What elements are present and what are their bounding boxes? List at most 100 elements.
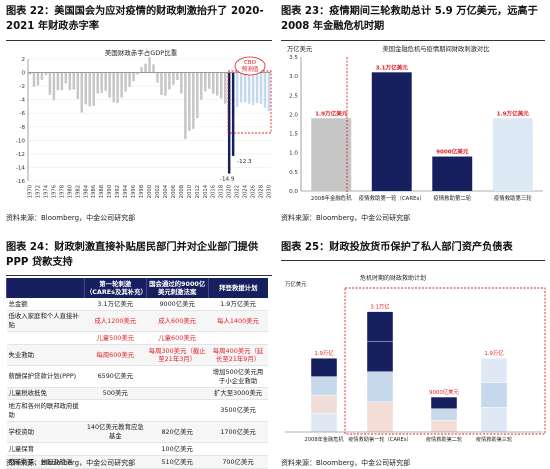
table-cell: 700亿美元	[208, 455, 268, 469]
x-tick-label: 1972	[35, 185, 41, 198]
x-tick-label: 2008年金融危机	[304, 435, 344, 443]
bar-2028	[259, 72, 263, 104]
bar-1982	[76, 72, 80, 99]
y-tick-label: 3.0	[289, 74, 298, 80]
table-header: 国会通过的9000亿美元刺激法案	[145, 278, 209, 298]
bar	[311, 118, 352, 191]
table-row: 低收入家庭和个人直接补贴 成人1200美元 成人600美元 每人1400美元	[6, 310, 268, 333]
bar-2012	[196, 72, 199, 118]
bar-1994	[124, 72, 127, 92]
y-tick-label: 0	[21, 71, 25, 77]
svg-text:预测值: 预测值	[242, 65, 259, 73]
bar-2017	[215, 72, 219, 96]
x-tick-label: 1982	[75, 185, 81, 198]
x-tick-label: 疫情救助第一轮（CAREs）	[348, 435, 411, 443]
y-tick-label: 2.0	[289, 112, 298, 118]
stack-segment	[430, 420, 458, 433]
table-cell: 成人600美元	[146, 310, 209, 333]
figure-22: 图表 22：美国国会为应对疫情的财政刺激抬升了 2020-2021 年财政赤字率…	[6, 4, 274, 226]
figure-24: 图表 24：财政刺激直接补贴居民部门并对企业部门提供 PPP 贷款支持 第一轮刺…	[6, 240, 274, 469]
table-row: 疫苗购买、分配及检测 510亿美元 700亿美元	[6, 455, 268, 469]
x-tick-label: 2002	[155, 185, 161, 198]
y-tick-label: -12	[16, 152, 25, 158]
x-tick-label: 2030	[267, 185, 273, 198]
figure-23-title: 图表 23：疫情期间三轮救助总计 5.9 万亿美元，远高于 2008 年金融危机…	[281, 6, 538, 32]
bar-2006	[172, 72, 175, 85]
stimulus-table: 第一轮刺激（CAREs及其补充） 国会通过的9000亿美元刺激法案 拜登救援计划 总…	[6, 278, 268, 469]
x-tick-label: 1978	[59, 185, 65, 198]
bar	[432, 156, 473, 191]
figure-22-source: 资料来源：Bloomberg，中金公司研究部	[6, 214, 136, 222]
cbo-note: CBO	[244, 60, 257, 66]
figure-24-title: 图表 24：财政刺激直接补贴居民部门并对企业部门提供 PPP 贷款支持	[6, 242, 259, 268]
table-cell: 1700亿美元	[208, 421, 268, 444]
table-cell: 6590亿美元	[84, 365, 147, 388]
stack-segment	[366, 401, 394, 433]
x-tick-label: 2022	[235, 185, 241, 198]
bar-1978	[60, 72, 64, 91]
stack-segment	[430, 408, 458, 421]
table-cell: 失业救助	[6, 344, 85, 367]
table-row: 学校资助 140亿美元教育应急基金 820亿美元 1700亿美元	[6, 421, 268, 444]
y-tick-label: 2.5	[289, 93, 298, 99]
data-label: 1.9万亿	[314, 349, 334, 357]
table-row: 儿童保育 100亿美元	[6, 442, 268, 456]
data-label: 3.1万亿美元	[376, 63, 409, 71]
bar-2027	[255, 72, 259, 104]
bar-2015	[208, 72, 211, 89]
bar-1998	[140, 67, 143, 73]
x-tick-label: 2008	[179, 185, 185, 198]
figure-24-source: 资料来源：Bloomberg，中金公司研究部	[6, 459, 136, 467]
deficit-chart: 美国财政赤字占GDP比重 -14.9 -12.3 2 0 -2 -4 -6 -8 -10 -12…	[16, 48, 273, 198]
y-tick-label: -16	[16, 179, 26, 185]
x-tick-label: 2016	[211, 185, 217, 198]
bar-1988	[100, 72, 103, 93]
table-row: 总金额 3.1万亿美元 9000亿美元 1.9万亿美元	[6, 298, 268, 311]
table-row: 地方和各州的联邦政府援助 3500亿美元	[6, 399, 268, 422]
table-cell: 140亿美元教育应急基金	[84, 421, 147, 444]
table-cell: 增加500亿美元用于小企业救助	[208, 365, 268, 388]
bar-1991	[112, 72, 115, 103]
figure-23: 图表 23：疫情期间三轮救助总计 5.9 万亿美元，远高于 2008 年金融危机…	[281, 4, 547, 226]
bar-1971	[32, 72, 36, 87]
table-cell	[146, 365, 209, 388]
table-cell: 薪酬保护贷款计划(PPP)	[6, 365, 85, 388]
x-tick-label: 2024	[243, 184, 249, 198]
bar-1986	[92, 72, 95, 106]
table-cell: 510亿美元	[146, 455, 209, 469]
figure-22-title: 图表 22：美国国会为应对疫情的财政刺激抬升了 2020-2021 年财政赤字率	[6, 6, 264, 32]
y-tick-label: -2	[19, 84, 25, 90]
bar-2022	[235, 72, 239, 108]
stack-segment	[480, 358, 508, 384]
figure-25-source: 资料来源：Bloomberg，中金公司研究部	[281, 459, 411, 467]
x-tick-label: 1988	[99, 185, 105, 198]
table-cell	[6, 331, 85, 345]
chart-inner-title: 美国金融危机与疫情期间财政刺激对比	[382, 44, 489, 53]
table-cell: 儿童保育	[6, 442, 85, 456]
chart-inner-title: 美国财政赤字占GDP比重	[105, 48, 178, 57]
bar-1997	[136, 72, 139, 75]
bar	[492, 118, 533, 191]
bar-1996	[132, 72, 135, 82]
table-header	[6, 278, 85, 298]
stack-segment	[480, 382, 508, 408]
y-tick-label: -14	[16, 165, 26, 171]
table-cell: 每周400美元（延长至21年9月）	[208, 344, 268, 367]
divider	[281, 40, 545, 41]
table-cell	[146, 399, 209, 422]
x-tick-label: 2012	[195, 185, 201, 198]
cbo-note-oval	[234, 56, 266, 76]
table-cell: 每周600美元	[84, 344, 147, 367]
bar-1974	[44, 72, 48, 76]
x-tick-label: 1994	[123, 184, 129, 198]
y-tick-label: 1.5	[289, 132, 298, 138]
bar	[371, 72, 412, 191]
stack-segment	[366, 371, 394, 403]
bar-2004	[164, 72, 167, 96]
x-tick-label: 1992	[115, 185, 121, 198]
table-cell	[84, 455, 147, 469]
x-tick-label: 疫情救助第三轮	[494, 194, 532, 202]
bar-2024	[243, 72, 247, 103]
highlight-box	[344, 287, 546, 435]
table-row: 薪酬保护贷款计划(PPP) 6590亿美元 增加500亿美元用于小企业救助	[6, 365, 268, 388]
